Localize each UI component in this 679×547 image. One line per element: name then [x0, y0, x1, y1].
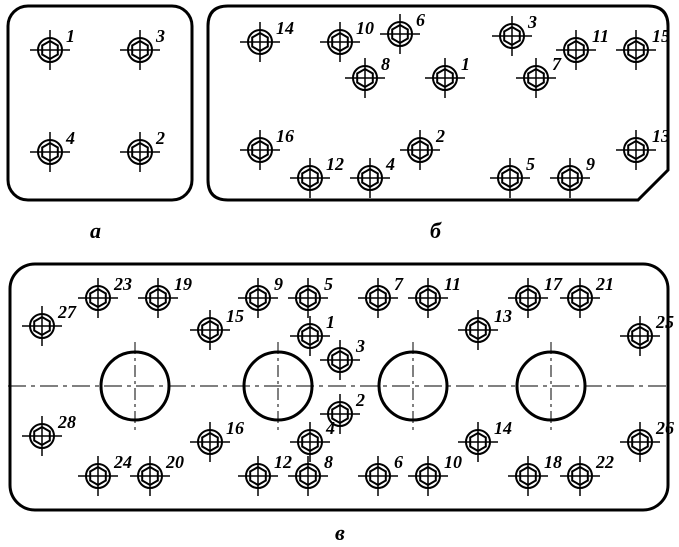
bolt-4: 4 [350, 154, 395, 198]
bolt-label: 5 [324, 274, 333, 294]
bolt-label: 5 [526, 154, 535, 174]
bolt-label: 6 [416, 10, 425, 30]
bolt-28: 28 [22, 412, 76, 456]
bolt-16: 16 [240, 126, 294, 170]
bolt-14: 14 [458, 418, 512, 462]
bolt-label: 28 [57, 412, 76, 432]
bolt-label: 23 [113, 274, 132, 294]
bolt-7: 7 [516, 54, 562, 98]
bolt-label: 14 [494, 418, 512, 438]
bolt-8: 8 [345, 54, 390, 98]
bolt-label: 3 [355, 336, 365, 356]
bolt-24: 24 [78, 452, 132, 496]
bolt-label: 9 [586, 154, 595, 174]
bolt-23: 23 [78, 274, 132, 318]
bolt-5: 5 [490, 154, 535, 198]
diagram-svg: 1342141063111581716213124592319957111721… [0, 0, 679, 547]
bolt-label: 7 [552, 54, 562, 74]
bolt-label: 1 [66, 26, 75, 46]
bolt-label: 2 [435, 126, 445, 146]
bolt-16: 16 [190, 418, 244, 462]
bolt-13: 13 [616, 126, 670, 170]
bolt-label: 19 [174, 274, 192, 294]
bolt-15: 15 [190, 306, 244, 350]
bolt-label: 7 [394, 274, 404, 294]
bolt-14: 14 [240, 18, 294, 62]
bolt-27: 27 [22, 302, 77, 346]
bolt-13: 13 [458, 306, 512, 350]
bolt-10: 10 [408, 452, 462, 496]
bolt-label: 4 [385, 154, 395, 174]
bolt-label: 12 [274, 452, 292, 472]
bolt-15: 15 [616, 26, 670, 70]
bolt-label: 27 [57, 302, 77, 322]
panel-label-c: в [335, 520, 345, 546]
bolt-label: 2 [355, 390, 365, 410]
bolt-label: 13 [652, 126, 670, 146]
bolt-label: 6 [394, 452, 403, 472]
bolt-label: 12 [326, 154, 344, 174]
bolt-11: 11 [408, 274, 461, 318]
bolt-label: 10 [444, 452, 462, 472]
bolt-label: 3 [155, 26, 165, 46]
bolt-label: 16 [226, 418, 244, 438]
bolt-26: 26 [620, 418, 674, 462]
bolt-4: 4 [30, 128, 75, 172]
bolt-label: 8 [324, 452, 333, 472]
bolt-label: 4 [325, 418, 335, 438]
bolt-label: 10 [356, 18, 374, 38]
bolt-6: 6 [358, 452, 403, 496]
bolt-12: 12 [238, 452, 292, 496]
bolt-2: 2 [120, 128, 165, 172]
bolt-9: 9 [550, 154, 595, 198]
bolt-label: 16 [276, 126, 294, 146]
bolt-7: 7 [358, 274, 404, 318]
bolt-17: 17 [508, 274, 563, 318]
bolt-label: 2 [155, 128, 165, 148]
bolt-3: 3 [120, 26, 165, 70]
bolt-6: 6 [380, 10, 425, 54]
bolt-20: 20 [130, 452, 184, 496]
bolt-label: 17 [544, 274, 563, 294]
bolt-label: 21 [595, 274, 614, 294]
bolt-10: 10 [320, 18, 374, 62]
bolt-label: 24 [113, 452, 132, 472]
panel-label-b: б [430, 218, 441, 244]
bolt-9: 9 [238, 274, 283, 318]
bolt-label: 20 [165, 452, 184, 472]
panel-label-a: а [90, 218, 101, 244]
bolt-3: 3 [492, 12, 537, 56]
bolt-label: 1 [326, 312, 335, 332]
bolt-1: 1 [290, 312, 335, 356]
bolt-25: 25 [620, 312, 674, 356]
bolt-19: 19 [138, 274, 192, 318]
bolt-18: 18 [508, 452, 562, 496]
bolt-label: 14 [276, 18, 294, 38]
bolt-1: 1 [30, 26, 75, 70]
bolt-label: 3 [527, 12, 537, 32]
bolt-label: 11 [592, 26, 609, 46]
bolt-label: 15 [652, 26, 670, 46]
bolt-label: 18 [544, 452, 562, 472]
bolt-2: 2 [400, 126, 445, 170]
bolt-12: 12 [290, 154, 344, 198]
bolt-label: 1 [461, 54, 470, 74]
bolt-label: 15 [226, 306, 244, 326]
bolt-label: 9 [274, 274, 283, 294]
bolt-22: 22 [560, 452, 614, 496]
bolt-label: 8 [381, 54, 390, 74]
bolt-1: 1 [425, 54, 470, 98]
bolt-label: 25 [655, 312, 674, 332]
bolt-label: 22 [595, 452, 614, 472]
bolt-label: 13 [494, 306, 512, 326]
bolt-label: 4 [65, 128, 75, 148]
bolt-label: 26 [655, 418, 674, 438]
bolt-21: 21 [560, 274, 614, 318]
bolt-label: 11 [444, 274, 461, 294]
bolt-11: 11 [556, 26, 609, 70]
bolt-3: 3 [320, 336, 365, 380]
